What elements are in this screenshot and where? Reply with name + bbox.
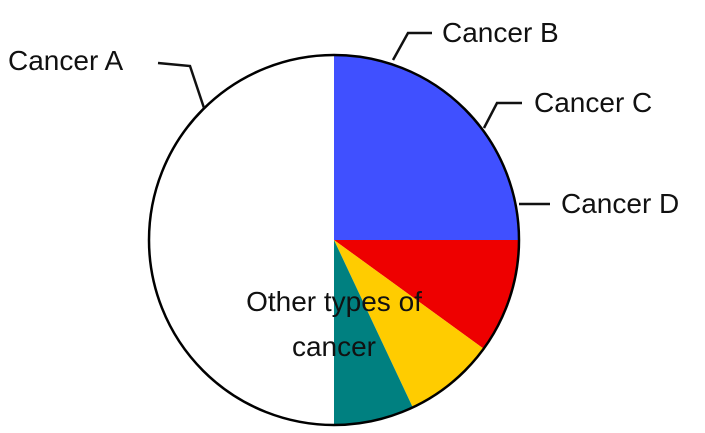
label-group-cancer-d: Cancer D <box>519 188 679 219</box>
pie-outline <box>147 53 521 427</box>
label-group-cancer-a: Cancer A <box>8 45 206 109</box>
label-group-cancer-c: Cancer C <box>482 87 652 129</box>
slice-label-cancer-a: Cancer A <box>8 45 123 76</box>
slice-label-cancer-d: Cancer D <box>561 188 679 219</box>
slice-label-other-types-line-1: Other types of <box>246 286 422 317</box>
pie-slice-cancer-b <box>334 240 519 349</box>
slice-label-other-types-line-2: cancer <box>292 331 376 362</box>
pie-slice-cancer-d <box>334 240 413 425</box>
slice-label-cancer-c: Cancer C <box>534 87 652 118</box>
leader-line-cancer-a <box>157 61 206 109</box>
pie-slice-cancer-c <box>334 240 484 408</box>
pie-slice-other-types-of-cancer <box>149 55 334 425</box>
leader-line-cancer-b <box>391 31 432 61</box>
label-group-cancer-b: Cancer B <box>391 17 559 61</box>
leader-line-cancer-c <box>482 101 522 129</box>
pie-slices <box>149 55 519 425</box>
slice-label-cancer-b: Cancer B <box>442 17 559 48</box>
pie-slice-cancer-a <box>334 55 519 240</box>
